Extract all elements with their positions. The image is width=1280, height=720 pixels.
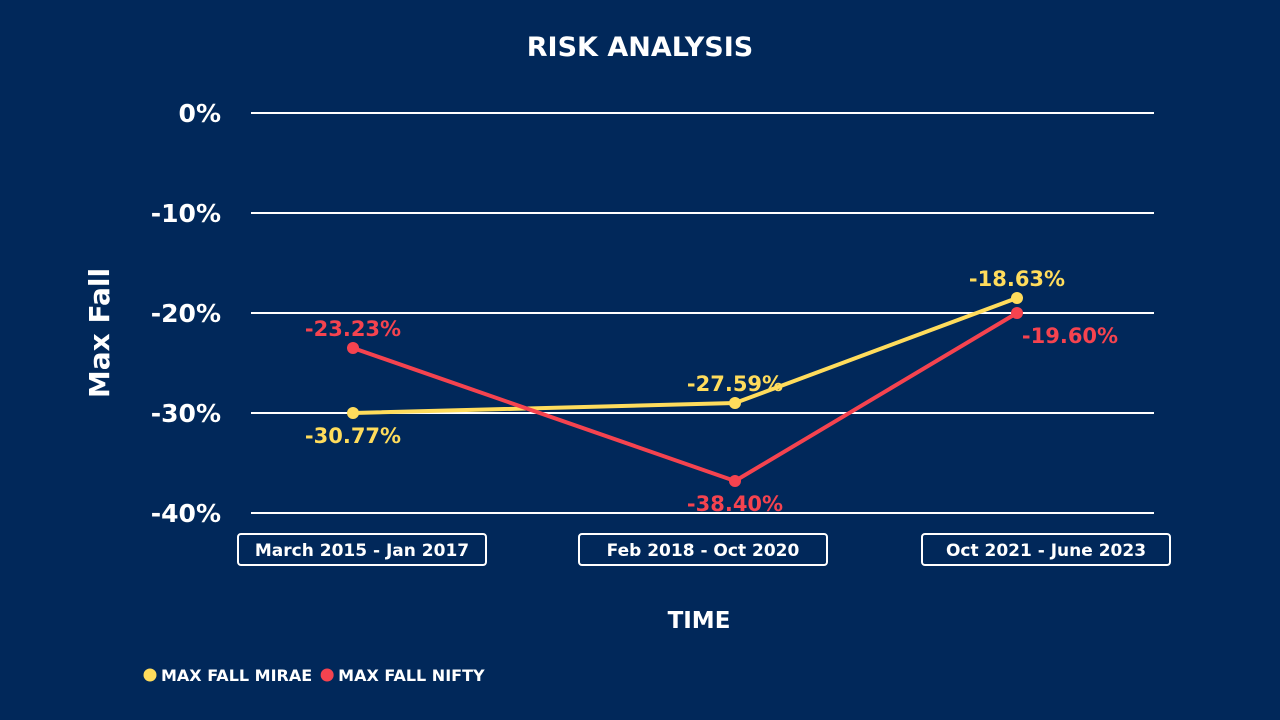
y-tick-label: 0% [179,99,221,128]
data-point [729,475,741,487]
legend-item: MAX FALL MIRAE [143,666,312,685]
series: -30.77% -27.59% -18.63% -23.23% -38.40% -19.6… [305,267,1118,516]
data-point [347,342,359,354]
series-line [352,296,1018,415]
legend-label: MAX FALL NIFTY [338,666,485,685]
data-point [1011,292,1023,304]
x-tick-border [578,533,828,566]
data-label: -23.23% [305,317,401,341]
data-label: -18.63% [969,267,1065,291]
y-tick-label: -10% [151,199,221,228]
chart-title: RISK ANALYSIS [527,32,753,63]
x-axis-label: TIME [668,608,731,634]
y-axis-ticks: 0% -10% -20% -30% -40% [151,99,221,528]
data-point [1011,307,1023,319]
x-tick-label: Oct 2021 - June 2023 [946,541,1146,561]
legend: MAX FALL MIRAE MAX FALL NIFTY [143,666,485,685]
data-label: -27.59% [687,372,783,396]
legend-marker [143,668,157,682]
y-axis-label: Max Fall [83,268,116,398]
y-tick-label: -30% [151,399,221,428]
series-1: -23.23% -38.40% -19.60% [305,307,1118,516]
series-line [352,311,1019,483]
y-tick-label: -40% [151,499,221,528]
legend-item: MAX FALL NIFTY [320,666,485,685]
x-tick-label: Feb 2018 - Oct 2020 [607,541,800,561]
x-tick-box: March 2015 - Jan 2017 [237,533,487,566]
x-tick-box: Oct 2021 - June 2023 [921,533,1171,566]
data-label: -19.60% [1022,324,1118,348]
x-tick-border [237,533,487,566]
data-point [347,407,359,419]
x-axis-ticks: March 2015 - Jan 2017 Feb 2018 - Oct 2020… [237,533,1171,566]
series-0: -30.77% -27.59% -18.63% [305,267,1065,448]
x-tick-border [921,533,1171,566]
data-label: -30.77% [305,424,401,448]
legend-marker [320,668,334,682]
data-label: -38.40% [687,492,783,516]
legend-label: MAX FALL MIRAE [161,666,312,685]
x-tick-label: March 2015 - Jan 2017 [255,541,469,561]
data-point [729,397,741,409]
y-tick-label: -20% [151,299,221,328]
x-tick-box: Feb 2018 - Oct 2020 [578,533,828,566]
